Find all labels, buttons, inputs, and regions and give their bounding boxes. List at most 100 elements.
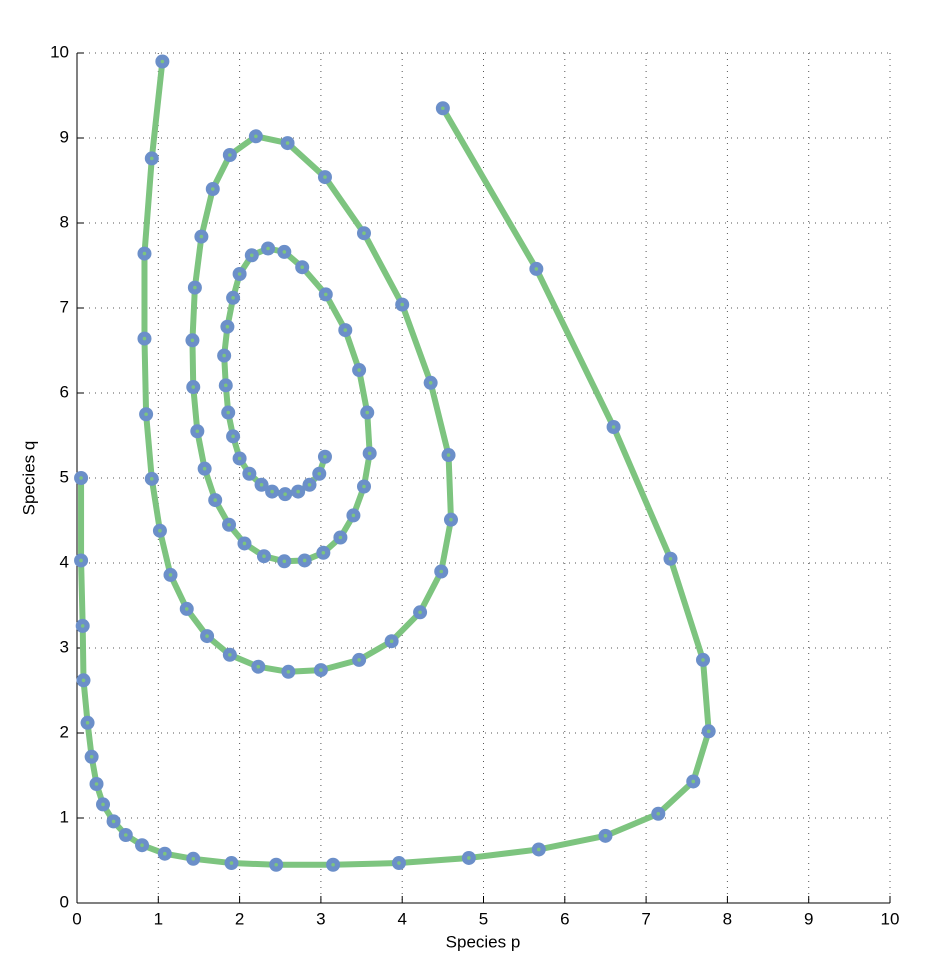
point-center bbox=[338, 535, 343, 540]
point-center bbox=[266, 246, 270, 251]
point-center bbox=[193, 285, 197, 290]
point-center bbox=[228, 653, 232, 657]
point-center bbox=[691, 779, 696, 784]
point-center bbox=[323, 175, 327, 179]
y-tick-label: 10 bbox=[50, 42, 69, 61]
point-center bbox=[89, 755, 94, 759]
point-center bbox=[319, 668, 323, 672]
point-center bbox=[400, 302, 405, 307]
point-center bbox=[668, 556, 673, 561]
point-center bbox=[205, 634, 209, 638]
point-center bbox=[365, 410, 370, 415]
point-center bbox=[307, 483, 312, 487]
point-center bbox=[323, 454, 327, 459]
point-center bbox=[418, 610, 422, 615]
point-center bbox=[706, 729, 711, 734]
y-tick-label: 5 bbox=[60, 467, 69, 486]
point-center bbox=[94, 782, 99, 786]
point-center bbox=[270, 489, 274, 494]
point-center bbox=[603, 834, 608, 838]
point-center bbox=[79, 476, 83, 480]
point-center bbox=[282, 559, 287, 564]
x-tick-label: 0 bbox=[72, 909, 81, 928]
point-center bbox=[302, 558, 307, 563]
point-center bbox=[536, 847, 541, 852]
y-tick-label: 3 bbox=[60, 637, 69, 656]
point-center bbox=[323, 292, 328, 297]
point-center bbox=[611, 425, 616, 429]
point-center bbox=[389, 639, 394, 643]
x-axis-label: Species p bbox=[446, 932, 521, 951]
x-tick-label: 8 bbox=[723, 909, 732, 928]
point-center bbox=[142, 251, 147, 256]
point-center bbox=[262, 554, 266, 558]
point-center bbox=[321, 551, 326, 555]
trajectory-line bbox=[141, 58, 454, 675]
point-center bbox=[247, 471, 252, 476]
x-tick-label: 3 bbox=[316, 909, 325, 928]
point-center bbox=[101, 802, 105, 807]
point-center bbox=[149, 156, 154, 161]
point-center bbox=[142, 336, 147, 341]
y-tick-label: 6 bbox=[60, 382, 69, 401]
point-center bbox=[362, 484, 366, 489]
x-tick-label: 10 bbox=[881, 909, 900, 928]
x-tick-label: 2 bbox=[235, 909, 244, 928]
point-center bbox=[362, 231, 366, 235]
y-tick-label: 4 bbox=[60, 552, 69, 571]
point-center bbox=[283, 492, 287, 496]
point-center bbox=[286, 670, 291, 674]
point-center bbox=[656, 811, 661, 816]
point-center bbox=[158, 528, 162, 533]
point-center bbox=[190, 338, 195, 343]
point-center bbox=[317, 471, 322, 476]
point-center bbox=[195, 429, 200, 434]
point-center bbox=[397, 861, 401, 865]
point-center bbox=[296, 489, 300, 494]
point-center bbox=[242, 541, 247, 546]
point-center bbox=[213, 498, 218, 502]
point-center bbox=[351, 513, 356, 518]
point-center bbox=[331, 862, 335, 867]
point-center bbox=[534, 267, 539, 271]
y-tick-label: 0 bbox=[60, 892, 69, 911]
point-center bbox=[249, 253, 254, 258]
point-center bbox=[223, 383, 228, 388]
point-center bbox=[79, 558, 83, 563]
y-tick-label: 2 bbox=[60, 722, 69, 741]
y-tick-label: 7 bbox=[60, 297, 69, 316]
point-center bbox=[111, 819, 116, 824]
y-axis-label: Species q bbox=[19, 441, 38, 516]
point-center bbox=[227, 522, 231, 527]
point-center bbox=[254, 134, 258, 139]
point-center bbox=[428, 381, 433, 385]
point-center bbox=[367, 451, 372, 456]
point-center bbox=[80, 624, 85, 628]
point-center bbox=[237, 272, 242, 276]
point-center bbox=[256, 664, 261, 669]
point-center bbox=[701, 658, 705, 662]
point-center bbox=[81, 678, 86, 683]
point-center bbox=[199, 234, 204, 239]
point-center bbox=[439, 569, 444, 574]
trajectory-line bbox=[78, 105, 712, 868]
point-center bbox=[191, 385, 196, 389]
point-center bbox=[357, 658, 361, 662]
point-center bbox=[160, 59, 165, 64]
y-tick-label: 1 bbox=[60, 807, 69, 826]
point-center bbox=[357, 368, 361, 372]
point-center bbox=[446, 453, 451, 457]
point-center bbox=[168, 573, 173, 577]
point-center bbox=[225, 324, 230, 329]
point-center bbox=[274, 862, 278, 867]
point-center bbox=[149, 477, 154, 481]
y-tick-label: 8 bbox=[60, 212, 69, 231]
x-tick-label: 9 bbox=[804, 909, 813, 928]
point-center bbox=[282, 250, 287, 254]
point-center bbox=[222, 353, 226, 358]
point-center bbox=[231, 434, 235, 439]
point-center bbox=[210, 187, 215, 191]
point-center bbox=[231, 296, 235, 300]
x-tick-label: 7 bbox=[641, 909, 650, 928]
